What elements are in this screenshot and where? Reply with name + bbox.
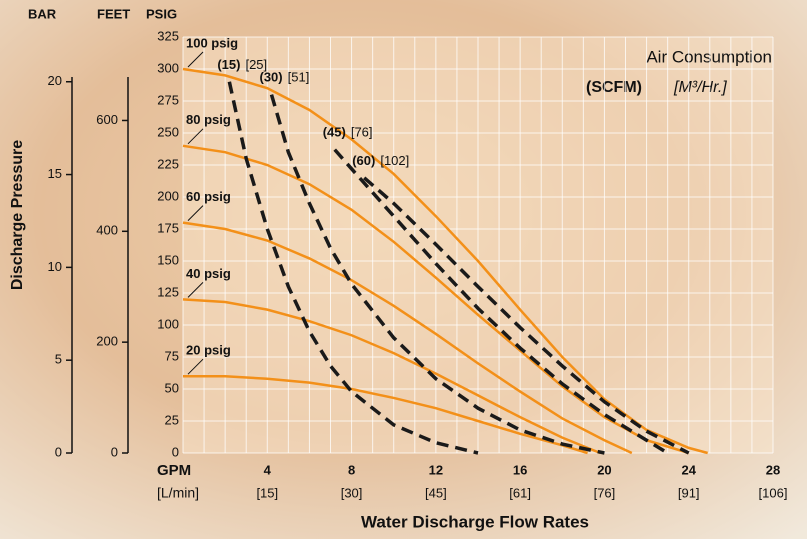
legend-title: Air Consumption <box>646 47 772 66</box>
tick-label: 5 <box>55 352 62 367</box>
x-tick-sublabel: [30] <box>341 485 363 500</box>
air-label-scfm: (60) <box>352 153 375 168</box>
x-tick-sublabel: [76] <box>594 485 616 500</box>
psig-label: 80 psig <box>186 112 231 127</box>
air-label-metric: [51] <box>288 70 310 85</box>
x-tick-label: 8 <box>348 462 355 477</box>
lpm-header: [L/min] <box>157 485 199 501</box>
x-tick-label: 12 <box>429 462 443 477</box>
y-tick-label: 0 <box>172 444 179 459</box>
tick-label: 0 <box>111 444 118 459</box>
x-tick-sublabel: [91] <box>678 485 700 500</box>
y-tick-label: 125 <box>157 284 179 299</box>
tick-label: 0 <box>55 444 62 459</box>
air-label-scfm: (45) <box>323 125 346 140</box>
psig-label: 20 psig <box>186 343 231 358</box>
gpm-header: GPM <box>157 462 191 479</box>
y-tick-label: 25 <box>165 412 179 427</box>
air-label: (60) [102] <box>352 153 409 168</box>
bar-header: BAR <box>28 6 57 21</box>
y-tick-label: 175 <box>157 220 179 235</box>
x-tick-label: 4 <box>264 462 272 477</box>
tick-label: 10 <box>48 259 62 274</box>
legend-unit: (SCFM) <box>586 79 642 96</box>
tick-label: 15 <box>48 166 62 181</box>
y-tick-label: 225 <box>157 156 179 171</box>
feet-header: FEET <box>97 6 130 21</box>
air-label-scfm: (30) <box>260 70 283 85</box>
psig-label: 40 psig <box>186 266 231 281</box>
air-label-scfm: (15) <box>217 57 240 72</box>
y-tick-label: 300 <box>157 60 179 75</box>
x-tick-label: 24 <box>681 462 696 477</box>
y-tick-label: 275 <box>157 92 179 107</box>
tick-label: 20 <box>48 73 62 88</box>
y-axis-title: Discharge Pressure <box>9 140 26 290</box>
legend-metric-unit: [M³/Hr.] <box>673 79 727 96</box>
chart: BAR FEET PSIG Discharge Pressure Water D… <box>0 0 807 539</box>
y-tick-label: 75 <box>165 348 179 363</box>
y-tick-label: 150 <box>157 252 179 267</box>
x-tick-sublabel: [15] <box>256 485 278 500</box>
x-tick-label: 20 <box>597 462 611 477</box>
x-tick-sublabel: [106] <box>759 485 788 500</box>
x-tick-sublabel: [61] <box>509 485 531 500</box>
x-tick-sublabel: [45] <box>425 485 447 500</box>
psig-label: 100 psig <box>186 35 238 50</box>
air-label-metric: [76] <box>351 125 373 140</box>
y-tick-label: 325 <box>157 28 179 43</box>
x-tick-label: 16 <box>513 462 527 477</box>
tick-label: 200 <box>96 334 118 349</box>
x-tick-label: 28 <box>766 462 780 477</box>
x-axis-title: Water Discharge Flow Rates <box>361 512 589 531</box>
tick-label: 600 <box>96 112 118 127</box>
psig-header: PSIG <box>146 6 177 21</box>
y-tick-label: 100 <box>157 316 179 331</box>
tick-label: 400 <box>96 223 118 238</box>
air-label-metric: [102] <box>380 153 409 168</box>
psig-label: 60 psig <box>186 189 231 204</box>
y-tick-label: 200 <box>157 188 179 203</box>
y-tick-label: 250 <box>157 124 179 139</box>
y-tick-label: 50 <box>165 380 179 395</box>
